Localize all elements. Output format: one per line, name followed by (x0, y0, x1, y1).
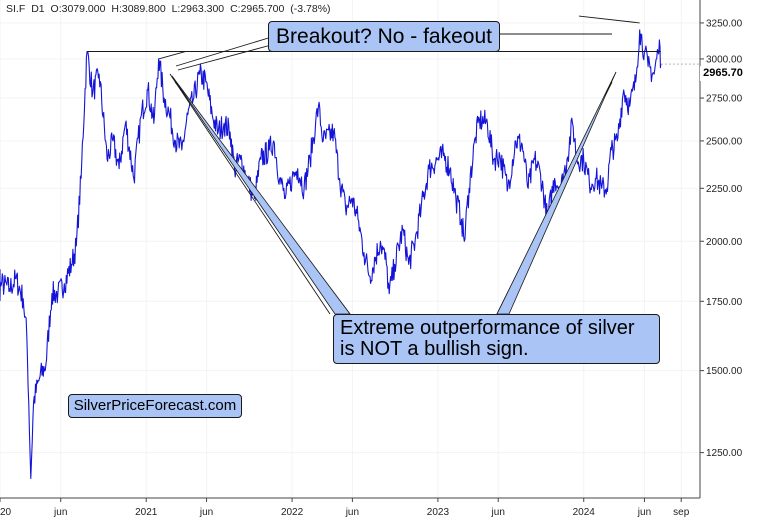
annotation-line (158, 51, 186, 60)
callout-tail-left (171, 75, 351, 315)
y-tick-label: 1750.00 (706, 297, 743, 308)
y-tick-label: 1250.00 (706, 448, 743, 459)
timeframe-label: D1 (31, 3, 45, 15)
chart-header: SI.F D1 O:3079.000 H:3089.800 L:2963.300… (6, 3, 334, 15)
y-tick-label: 2500.00 (706, 136, 743, 147)
x-tick-label: sep (673, 507, 690, 518)
y-tick-label: 3000.00 (706, 54, 743, 65)
x-tick-label: jun (345, 507, 359, 518)
y-tick-label: 2750.00 (706, 94, 743, 105)
x-tick-label: 2024 (573, 507, 596, 518)
y-tick-label: 2000.00 (706, 237, 743, 248)
callout-outperformance-line1: Extreme outperformance of silver (340, 317, 635, 339)
chart-grid (0, 0, 700, 498)
x-tick-label: 2020 (0, 507, 12, 518)
x-tick-label: 2023 (427, 507, 450, 518)
x-tick-label: jun (53, 507, 67, 518)
callout-outperformance: Extreme outperformance of silver is NOT … (333, 314, 660, 364)
close-value: C:2965.700 (230, 3, 285, 15)
watermark-label: SilverPriceForecast.com (68, 394, 242, 418)
callout-pointer (175, 35, 276, 71)
y-tick-label: 1500.00 (706, 366, 743, 377)
callout-tail-right (496, 75, 615, 315)
x-tick-label: jun (491, 507, 505, 518)
y-tick-label: 2250.00 (706, 184, 743, 195)
low-value: L:2963.300 (171, 3, 225, 15)
open-value: O:3079.000 (50, 3, 106, 15)
x-tick-label: jun (637, 507, 651, 518)
x-tick-label: 2021 (135, 507, 158, 518)
callout-fakeout: Breakout? No - fakeout (268, 21, 500, 52)
y-tick-label: 3250.00 (706, 18, 743, 29)
annotation-line (578, 15, 640, 24)
x-tick-label: 2022 (281, 507, 304, 518)
callout-outperformance-line2: is NOT a bullish sign. (340, 338, 529, 360)
last-price-tag: 2965.70 (700, 66, 746, 81)
high-value: H:3089.800 (111, 3, 166, 15)
x-tick-label: jun (199, 507, 213, 518)
symbol-label: SI.F (6, 3, 26, 15)
annotation-layer (87, 15, 700, 315)
chart-axes: 3250.00 3000.00 2750.00 2500.00 2250.00 2000.… (0, 0, 743, 518)
change-value: (-3.78%) (290, 3, 331, 15)
